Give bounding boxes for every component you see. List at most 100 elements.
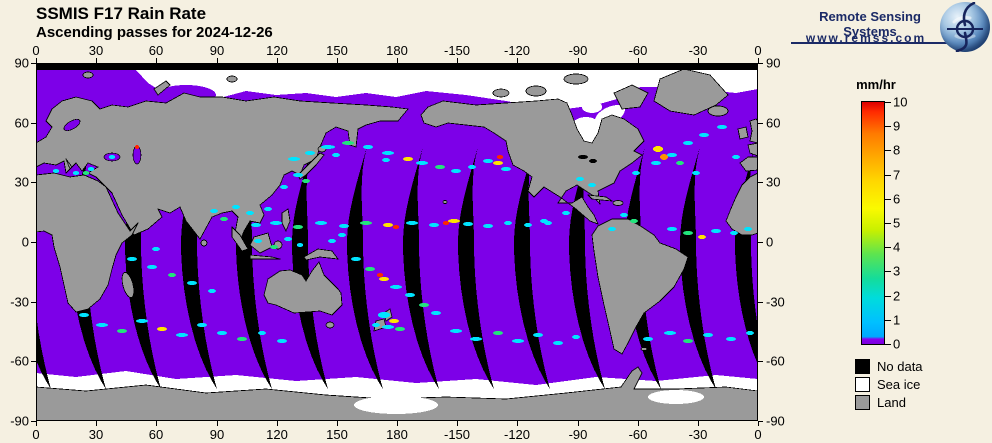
rain-cell [553,341,563,345]
ireland [737,126,749,140]
rain-cell [382,151,394,155]
colorbar-tick-label: 6 [893,191,901,207]
lat-tick-label: 0 [21,234,29,250]
rain-cell [187,281,197,285]
lon-tick-mark [96,421,97,426]
rain-cell [293,173,303,177]
colorbar-ticks: 10 9 8 7 6 5 4 3 2 1 0 [885,95,925,352]
rain-cell [493,161,503,165]
rain-cell [83,171,89,175]
rain-cell [321,145,335,149]
rain-cell [270,245,278,249]
lat-tick-label: -90 [10,413,29,429]
colorbar-tick-label: 1 [893,312,901,328]
no-data-swath [680,147,716,389]
rain-cell [699,133,709,137]
japan [297,152,325,180]
no-data-swath [514,147,550,389]
rain-cell [676,161,684,165]
no-data-swath [36,314,51,389]
cuba [587,194,613,202]
rain-cell [653,146,663,152]
tasmania [325,321,335,329]
lon-tick-label: 0 [754,427,762,442]
sri-lanka [200,239,208,247]
lat-tick-mark [758,421,763,422]
borneo [249,232,273,254]
lon-tick-mark [217,58,218,63]
rain-cell [168,273,176,277]
rain-cell [157,327,167,331]
rain-cell [328,239,336,243]
rain-cell [544,221,552,225]
lon-tick-mark [217,421,218,426]
lon-tick-mark [758,421,759,426]
lon-tick-mark [96,58,97,63]
lon-tick-label: -150 [443,43,471,58]
land-layer [36,68,758,421]
continent-north-america [420,98,645,225]
rain-cell [576,177,584,181]
rain-cell [288,157,300,161]
colorbar-tick-mark [885,175,891,176]
rain-cell [419,303,429,307]
rain-cell [383,223,393,227]
rain-cell [297,243,303,247]
rain-cell [293,225,303,229]
colorbar-tick-label: 9 [893,118,901,134]
lon-tick-label: 150 [326,427,348,442]
lon-tick-mark [397,58,398,63]
lon-tick-mark [457,421,458,426]
map-legend: No data Sea ice Land [855,358,985,412]
lat-tick-label: 60 [14,115,29,131]
rain-cell [406,221,418,225]
no-data-swath [347,147,383,389]
rain-cell [451,169,461,173]
baffin-island [613,84,649,110]
lon-tick-label: 150 [326,43,348,58]
rain-cell [497,155,503,159]
lon-tick-mark [36,58,37,63]
rain-cell [463,222,473,226]
polar-no-data-strip [36,63,758,70]
arctic-sea-ice [136,70,758,109]
ice-shelf-layer [354,390,704,414]
rain-cell [135,145,139,149]
world-map [36,63,758,421]
lat-tick-label: -60 [766,353,785,369]
rain-cell [136,319,148,323]
rain-cell [217,331,227,335]
lat-tick-label: -30 [766,294,785,310]
lat-tick-mark [31,302,36,303]
novaya-zemlya [153,80,171,96]
lat-tick-mark [31,242,36,243]
legend-item: Land [855,394,985,411]
lat-tick-mark [758,242,763,243]
colorbar-tick-mark [885,296,891,297]
legend-item: No data [855,358,985,375]
rain-cell [403,157,413,161]
lon-tick-label: 60 [148,43,164,58]
ellesmere-island [563,73,589,85]
rain-cell [501,167,511,171]
colorbar-tick-mark [885,199,891,200]
colorbar-tick-mark [885,344,891,345]
rain-cell [363,145,373,149]
lon-tick-label: 30 [88,427,104,442]
logo-url-link[interactable]: www.remss.com [805,31,927,45]
integral-crosshair-icon [947,2,983,52]
rain-cell [251,223,261,227]
latitude-axis-left: 90 60 30 0 -30 -60 -90 [2,56,36,429]
rain-cell [360,221,372,225]
lon-tick-mark [698,58,699,63]
british-isles [749,118,758,144]
rain-cell [572,335,580,339]
lat-tick-mark [31,361,36,362]
lon-tick-mark [578,421,579,426]
rain-cell [270,221,282,225]
lon-tick-label: 90 [209,43,225,58]
rain-cell [109,155,115,159]
lat-tick-label: 90 [766,55,781,71]
latitude-axis-right: 90 60 30 0 -30 -60 -90 [758,56,792,429]
hawaii [442,200,448,204]
